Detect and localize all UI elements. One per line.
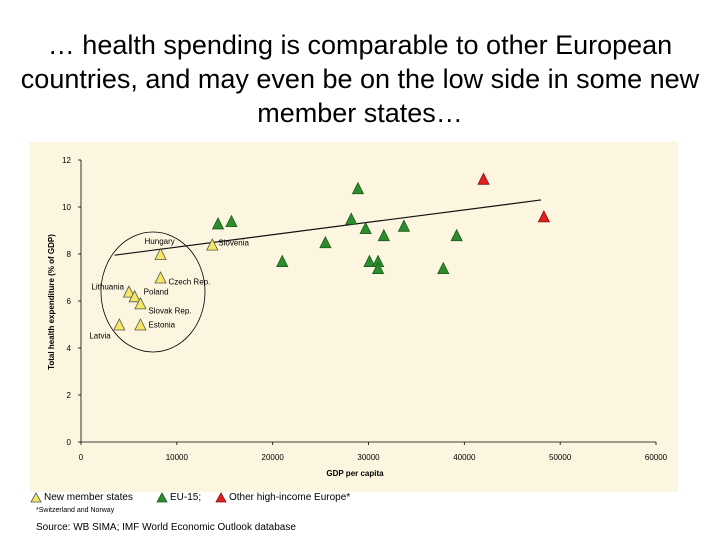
y-axis-title: Total health expenditure (% of GDP) — [47, 234, 56, 370]
x-tick-label: 40000 — [453, 453, 476, 462]
point-label: Slovak Rep. — [148, 306, 191, 315]
y-tick-label: 4 — [67, 344, 72, 353]
footnote: *Switzerland and Norway — [36, 507, 115, 514]
point-label: Czech Rep. — [169, 278, 211, 287]
legend-item-eu15: EU-15; — [156, 492, 201, 503]
new-member-state-point — [113, 318, 126, 331]
y-tick-label: 0 — [67, 438, 72, 447]
axes: 0 2 4 6 8 10 12 0 10000 20000 30000 40000 50000 60000 — [62, 156, 668, 462]
eu15-point — [351, 181, 365, 195]
x-axis-title: GDP per capita — [326, 469, 384, 478]
trendline-layer — [114, 199, 542, 256]
x-tick-label: 30000 — [357, 453, 380, 462]
legend-label-eu15: EU-15; — [170, 492, 202, 503]
eu15-point — [319, 235, 332, 249]
eu15-point — [397, 219, 411, 232]
green-triangle-icon — [156, 492, 168, 503]
x-tick-label: 20000 — [262, 453, 285, 462]
point-labels: Hungary Slovenia Czech Rep. Lithuania Poland… — [89, 237, 249, 341]
new-member-state-point — [134, 296, 147, 310]
eu15-point — [345, 212, 358, 225]
other-high-income-point — [537, 210, 551, 223]
y-tick-label: 8 — [67, 250, 72, 259]
yellow-triangle-icon — [30, 492, 42, 503]
y-tick-label: 10 — [62, 203, 71, 212]
x-tick-label: 60000 — [645, 453, 668, 462]
new-member-state-point — [128, 289, 141, 303]
new-member-states-ellipse — [100, 231, 206, 353]
legend-label-other-high-income: Other high-income Europe* — [229, 492, 351, 503]
y-tick-label: 6 — [67, 297, 72, 306]
point-label: Estonia — [148, 321, 175, 330]
slide-title: … health spending is comparable to other… — [20, 30, 700, 128]
points-layer — [113, 172, 551, 331]
chart-panel: 0 2 4 6 8 10 12 0 10000 20000 30000 40000 50000 60000… — [30, 142, 678, 492]
eu15-point — [225, 214, 238, 227]
new-member-state-point — [134, 318, 147, 331]
x-tick-label: 10000 — [166, 453, 189, 462]
red-triangle-icon — [215, 492, 227, 503]
eu15-point — [377, 228, 390, 242]
legend-item-other-high-income: Other high-income Europe* — [215, 492, 350, 503]
eu15-point — [276, 254, 289, 267]
legend: New member states EU-15; Other high-inco… — [30, 492, 678, 504]
eu15-point — [450, 228, 463, 242]
new-member-state-point — [154, 247, 167, 260]
eu15-point — [363, 254, 376, 267]
y-tick-label: 12 — [62, 156, 71, 165]
source-note: Source: WB SIMA; IMF World Economic Outl… — [36, 522, 296, 533]
legend-item-new-member-states: New member states — [30, 492, 133, 503]
x-tick-label: 50000 — [549, 453, 572, 462]
point-label: Hungary — [145, 237, 175, 246]
eu15-point — [371, 261, 385, 275]
point-label: Poland — [144, 287, 169, 296]
scatter-chart: 0 2 4 6 8 10 12 0 10000 20000 30000 40000 50000 60000… — [47, 156, 668, 478]
x-tick-label: 0 — [79, 453, 84, 462]
legend-label-new-member-states: New member states — [44, 492, 133, 503]
point-label: Lithuania — [91, 283, 124, 292]
new-member-state-point — [154, 271, 167, 284]
point-label: Slovenia — [218, 239, 249, 248]
eu15-point — [437, 261, 450, 275]
y-tick-label: 2 — [67, 391, 72, 400]
eu15-point — [211, 217, 225, 230]
point-label: Latvia — [89, 332, 111, 341]
new-member-state-point — [122, 285, 136, 298]
trendline — [114, 199, 542, 256]
eu15-point — [359, 221, 372, 235]
new-member-state-point — [206, 238, 219, 251]
other-high-income-point — [477, 172, 490, 185]
